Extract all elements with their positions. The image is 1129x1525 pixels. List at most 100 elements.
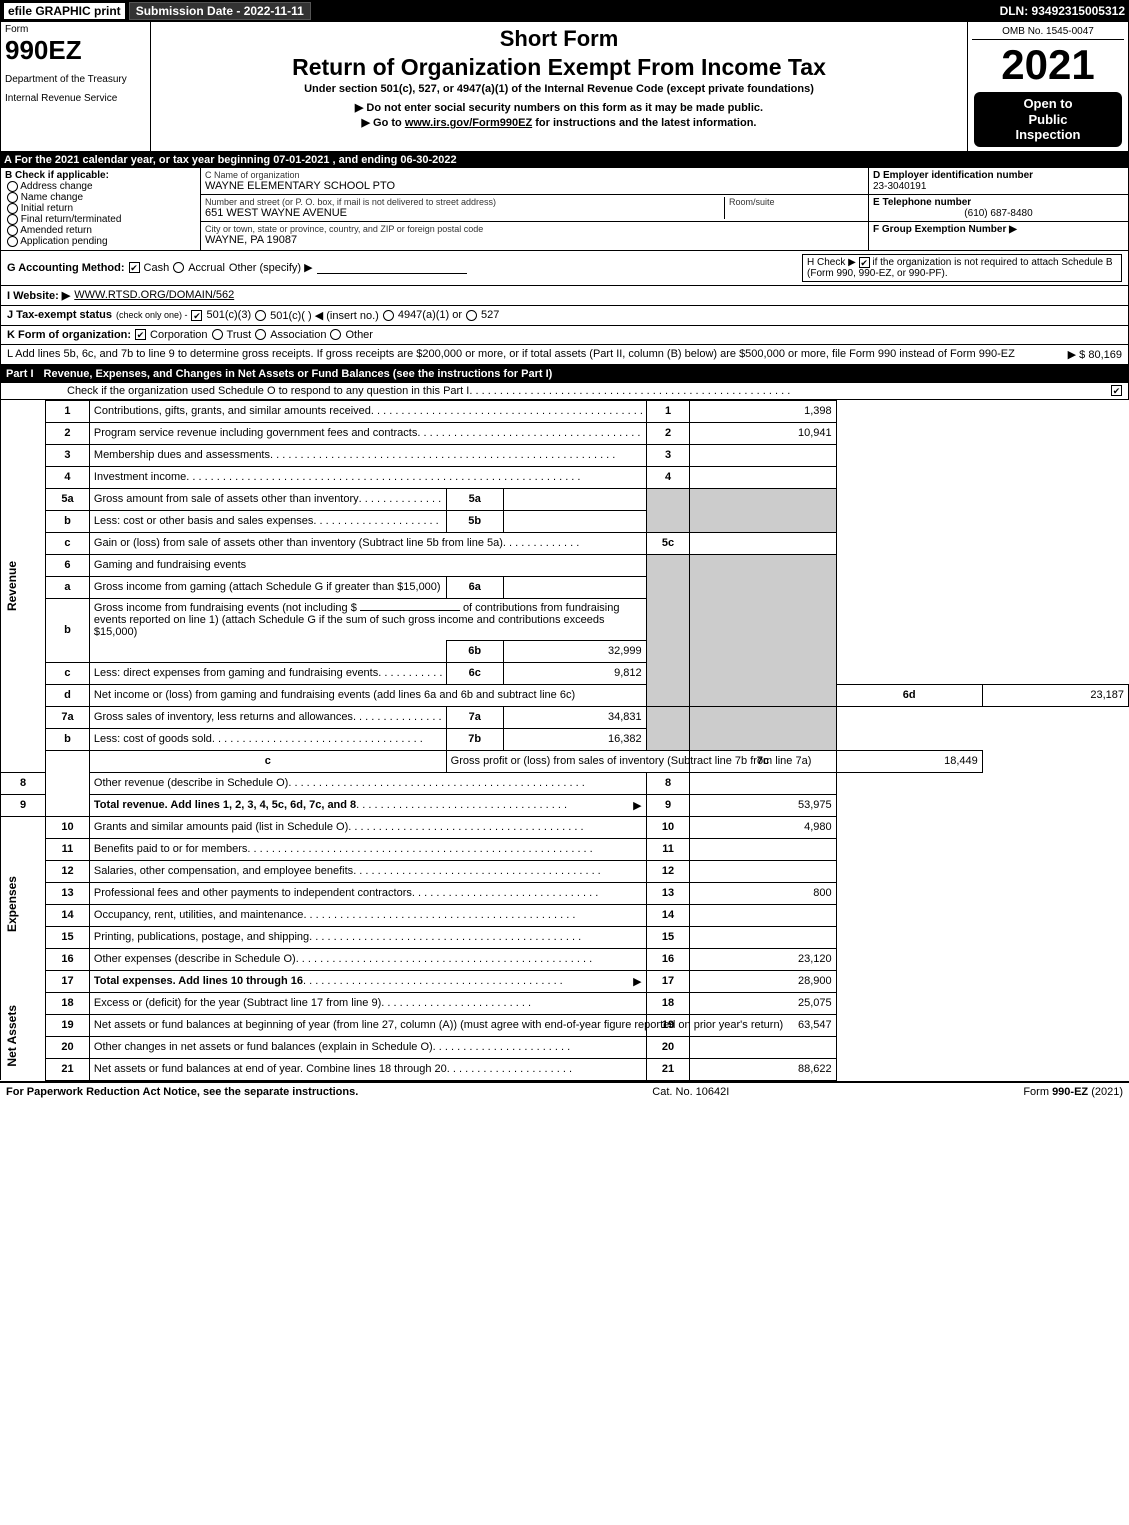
table-row: Revenue 1 Contributions, gifts, grants, … (1, 400, 1129, 422)
open-line-1: Open to (976, 96, 1120, 112)
g-label: G Accounting Method: (7, 262, 125, 274)
c-city-cell: City or town, state or province, country… (201, 222, 868, 248)
section-k-form-org: K Form of organization: Corporation Trus… (0, 326, 1129, 345)
section-l-gross-receipts: L Add lines 5b, 6c, and 7b to line 9 to … (0, 345, 1129, 365)
section-bcdef: B Check if applicable: Address change Na… (0, 168, 1129, 251)
right-col: OMB No. 1545-0047 2021 Open to Public In… (968, 22, 1128, 151)
table-row: 14 Occupancy, rent, utilities, and maint… (1, 904, 1129, 926)
section-i-website: I Website: ▶ WWW.RTSD.ORG/DOMAIN/562 (0, 286, 1129, 306)
title-link-post: for instructions and the latest informat… (532, 117, 756, 129)
part-i-header: Part I Revenue, Expenses, and Changes in… (0, 365, 1129, 383)
b-name-change[interactable]: Name change (7, 192, 196, 203)
part-i-check-row: Check if the organization used Schedule … (0, 383, 1129, 400)
title-link-pre: ▶ Go to (362, 117, 405, 129)
title-main: Return of Organization Exempt From Incom… (159, 54, 959, 81)
title-warning: ▶ Do not enter social security numbers o… (159, 101, 959, 114)
table-row: 16 Other expenses (describe in Schedule … (1, 948, 1129, 970)
submission-date: Submission Date - 2022-11-11 (129, 2, 311, 20)
e-tel-value: (610) 687-8480 (873, 208, 1124, 219)
footer-cat: Cat. No. 10642I (652, 1086, 729, 1098)
c-name-cell: C Name of organization WAYNE ELEMENTARY … (201, 168, 868, 195)
j-501c3-label: 501(c)(3) (206, 309, 251, 321)
form-header: Form 990EZ Department of the Treasury In… (0, 22, 1129, 152)
b-application-pending[interactable]: Application pending (7, 236, 196, 247)
c-city-value: WAYNE, PA 19087 (205, 234, 864, 246)
table-row: c Less: direct expenses from gaming and … (1, 662, 1129, 684)
j-501c3-check[interactable] (191, 310, 202, 321)
footer-right: Form 990-EZ (2021) (1023, 1086, 1123, 1098)
dln-label: DLN: 93492315005312 (1000, 4, 1125, 18)
line-ref: 1 (646, 400, 690, 422)
top-bar: efile GRAPHIC print Submission Date - 20… (0, 0, 1129, 22)
part-i-check-text: Check if the organization used Schedule … (67, 385, 469, 397)
footer-left: For Paperwork Reduction Act Notice, see … (6, 1086, 358, 1098)
b-final-return[interactable]: Final return/terminated (7, 214, 196, 225)
omb-number: OMB No. 1545-0047 (972, 24, 1124, 40)
table-row: 9 Total revenue. Add lines 1, 2, 3, 4, 5… (1, 794, 1129, 816)
table-row: 4 Investment income . . . . . . . . . . … (1, 466, 1129, 488)
c-street-label: Number and street (or P. O. box, if mail… (205, 197, 724, 207)
table-row: c Gain or (loss) from sale of assets oth… (1, 532, 1129, 554)
dept-treasury: Department of the Treasury (5, 74, 146, 85)
table-row: 11 Benefits paid to or for members . . .… (1, 838, 1129, 860)
table-row: b Less: cost or other basis and sales ex… (1, 510, 1129, 532)
section-j-tax-exempt: J Tax-exempt status (check only one) - 5… (0, 306, 1129, 326)
h-check[interactable] (859, 257, 870, 268)
e-tel-label: E Telephone number (873, 197, 1124, 208)
table-row: 8 Other revenue (describe in Schedule O)… (1, 772, 1129, 794)
open-line-3: Inspection (976, 127, 1120, 143)
table-row: Net Assets 18 Excess or (deficit) for th… (1, 992, 1129, 1014)
b-initial-return[interactable]: Initial return (7, 203, 196, 214)
g-accrual-label: Accrual (188, 262, 225, 274)
c-room-label: Room/suite (729, 197, 864, 207)
k-assoc-check[interactable] (255, 329, 266, 340)
section-a-tax-year: A For the 2021 calendar year, or tax yea… (0, 152, 1129, 168)
b-amended-return[interactable]: Amended return (7, 225, 196, 236)
k-trust-check[interactable] (212, 329, 223, 340)
b-address-change[interactable]: Address change (7, 181, 196, 192)
j-4947-check[interactable] (383, 310, 394, 321)
table-row: 7a Gross sales of inventory, less return… (1, 706, 1129, 728)
c-city-label: City or town, state or province, country… (205, 224, 864, 234)
table-row: b Gross income from fundraising events (… (1, 598, 1129, 640)
line-amount: 1,398 (690, 400, 836, 422)
section-b: B Check if applicable: Address change Na… (1, 168, 201, 250)
table-row: 13 Professional fees and other payments … (1, 882, 1129, 904)
form-label: Form (5, 24, 146, 35)
title-short-form: Short Form (159, 26, 959, 52)
open-line-2: Public (976, 112, 1120, 128)
k-other-check[interactable] (330, 329, 341, 340)
table-row: a Gross income from gaming (attach Sched… (1, 576, 1129, 598)
title-col: Short Form Return of Organization Exempt… (151, 22, 968, 151)
l-amount: ▶ $ 80,169 (1068, 348, 1122, 361)
g-accrual-check[interactable] (173, 262, 184, 273)
part-i-num: Part I (6, 368, 34, 380)
j-4947-label: 4947(a)(1) or (398, 309, 462, 321)
k-corp-check[interactable] (135, 329, 146, 340)
j-527-check[interactable] (466, 310, 477, 321)
g-other-blank (317, 262, 467, 274)
j-501c-check[interactable] (255, 310, 266, 321)
h-pre: H Check ▶ (807, 257, 859, 268)
table-row: b Less: cost of goods sold . . . . . . .… (1, 728, 1129, 750)
table-row: 12 Salaries, other compensation, and emp… (1, 860, 1129, 882)
table-row: Expenses 10 Grants and similar amounts p… (1, 816, 1129, 838)
f-ge-label: F Group Exemption Number ▶ (873, 224, 1124, 235)
table-row: c Gross profit or (loss) from sales of i… (1, 750, 1129, 772)
title-link-url[interactable]: www.irs.gov/Form990EZ (405, 117, 532, 129)
part-i-schedule-o-check[interactable] (1111, 385, 1122, 396)
table-row: 3 Membership dues and assessments . . . … (1, 444, 1129, 466)
table-row: 17 Total expenses. Add lines 10 through … (1, 970, 1129, 992)
table-row: d Net income or (loss) from gaming and f… (1, 684, 1129, 706)
k-label: K Form of organization: (7, 329, 131, 341)
g-cash-label: Cash (144, 262, 170, 274)
form-number: 990EZ (5, 35, 146, 66)
title-link: ▶ Go to www.irs.gov/Form990EZ for instru… (159, 116, 959, 129)
efile-label: efile GRAPHIC print (4, 3, 125, 19)
i-website-value[interactable]: WWW.RTSD.ORG/DOMAIN/562 (74, 289, 234, 301)
table-row: 21 Net assets or fund balances at end of… (1, 1058, 1129, 1080)
j-501c-label: 501(c)( ) ◀ (insert no.) (270, 309, 379, 322)
d-ein-label: D Employer identification number (873, 170, 1124, 181)
g-cash-check[interactable] (129, 262, 140, 273)
c-street-value: 651 WEST WAYNE AVENUE (205, 207, 724, 219)
